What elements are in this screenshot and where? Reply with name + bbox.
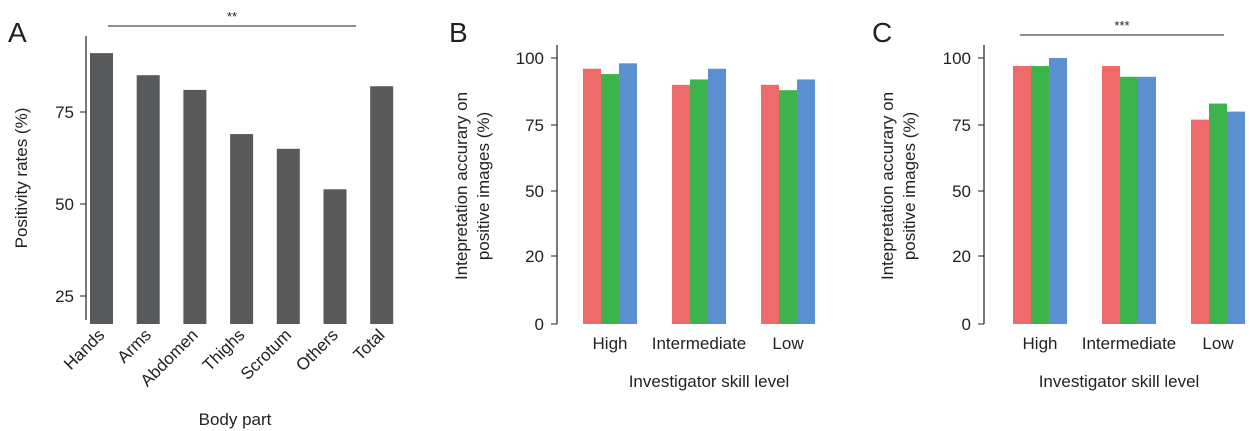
bar-high-series-3 [619,63,637,325]
bar-high-series-1 [1013,66,1031,324]
y-tick-label: 20 [952,247,971,266]
x-tick-label: Low [772,334,804,353]
panel-label: A [8,17,27,48]
bar-intermediate-series-3 [1138,76,1156,324]
x-axis-title: Body part [199,410,272,429]
bars [1013,58,1245,324]
x-tick-label: High [1023,334,1058,353]
bar-intermediate-series-1 [1102,66,1120,324]
y-axis-title-line-2: positive images (%) [474,112,493,260]
x-tick-labels: High Intermediate Low [1023,334,1235,353]
y-axis-title-line-1: Intepretation accurary on [452,92,471,280]
x-tick-label: Scrotum [237,325,295,383]
y-axis-title: Positivity rates (%) [12,108,31,249]
panel-c: C *** 0 20 50 75 100 Intepretation accurary … [872,17,1245,391]
bar-hands [90,53,113,325]
bar-low-series-1 [1191,119,1209,324]
x-tick-label: High [593,334,628,353]
y-tick-label: 0 [962,315,971,334]
bar-abdomen [183,89,207,324]
panel-a: A ** 25 50 75 Positivity rates (%) Hands… [8,9,394,429]
x-axis-title: Investigator skill level [1039,372,1200,391]
y-ticks: 0 20 50 75 100 [943,49,984,334]
bar-scrotum [276,148,300,324]
y-axis-title-line-2: positive images (%) [900,112,919,260]
y-tick-label: 75 [55,103,74,122]
y-tick-label: 50 [525,182,544,201]
panel-b: B 0 20 50 75 100 Intepretation accurary on p… [449,17,815,391]
y-tick-label: 75 [525,116,544,135]
bar-low-series-2 [779,90,797,324]
x-tick-label: Low [1202,334,1234,353]
y-tick-label: 20 [525,247,544,266]
significance-marker: *** [1114,18,1129,33]
bar-high-series-1 [583,68,601,324]
bar-arms [136,75,160,324]
x-tick-label: Total [350,325,389,364]
y-tick-label: 0 [535,315,544,334]
bar-intermediate-series-2 [690,79,708,324]
y-ticks: 25 50 75 [55,103,86,306]
bar-high-series-3 [1049,58,1067,324]
x-tick-label: Hands [60,325,108,373]
bar-high-series-2 [1031,66,1049,324]
bars [90,53,394,325]
x-tick-label: Intermediate [1082,334,1177,353]
x-tick-label: Intermediate [652,334,747,353]
y-axis-title-line-1: Intepretation accurary on [878,92,897,280]
x-tick-labels: High Intermediate Low [593,334,805,353]
bars [583,63,815,325]
bar-intermediate-series-1 [672,84,690,324]
y-tick-label: 100 [516,49,544,68]
y-tick-label: 100 [943,49,971,68]
bar-others [323,189,347,324]
x-tick-label: Arms [114,325,155,366]
panel-label: C [872,17,892,48]
y-ticks: 0 20 50 75 100 [516,49,557,334]
bar-low-series-3 [1227,111,1245,324]
bar-intermediate-series-3 [708,68,726,324]
bar-low-series-2 [1209,103,1227,324]
bar-high-series-2 [601,74,619,324]
y-tick-label: 50 [952,182,971,201]
y-tick-label: 75 [952,116,971,135]
bar-low-series-1 [761,84,779,324]
x-axis-title: Investigator skill level [629,372,790,391]
bar-low-series-3 [797,79,815,324]
x-tick-label: Others [292,325,342,375]
bar-total [370,86,394,325]
y-tick-label: 25 [55,287,74,306]
bar-intermediate-series-2 [1120,76,1138,324]
y-tick-label: 50 [55,195,74,214]
panel-label: B [449,17,468,48]
bar-thighs [230,134,254,324]
significance-marker: ** [227,9,237,24]
